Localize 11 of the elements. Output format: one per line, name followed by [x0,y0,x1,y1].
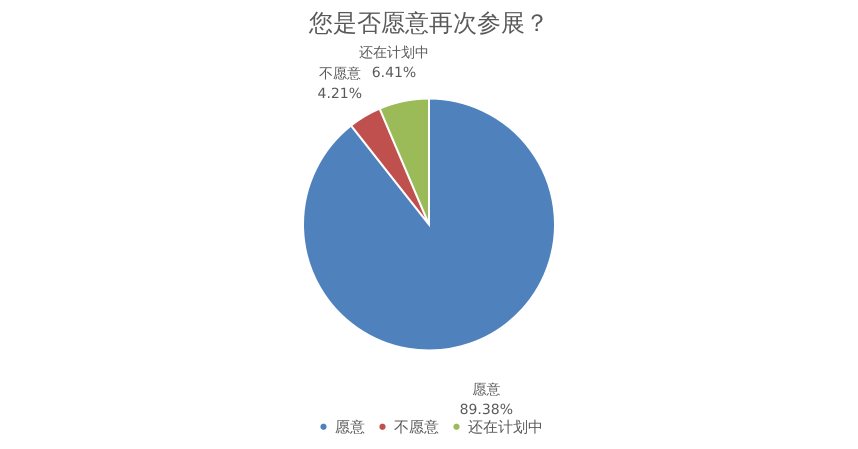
data-label: 4.21% [318,86,362,102]
legend-label: 不愿意 [394,418,439,436]
chart-title: 您是否愿意再次参展？ [308,9,549,38]
pie-slice [302,98,556,352]
legend-label: 还在计划中 [468,418,543,436]
legend-label: 愿意 [335,418,365,436]
data-label: 89.38% [460,402,514,418]
slice-label: 不愿意 [318,66,361,82]
data-label: 6.41% [372,65,416,82]
slice-label: 还在计划中 [358,45,429,62]
slice-label: 愿意 [472,382,500,398]
